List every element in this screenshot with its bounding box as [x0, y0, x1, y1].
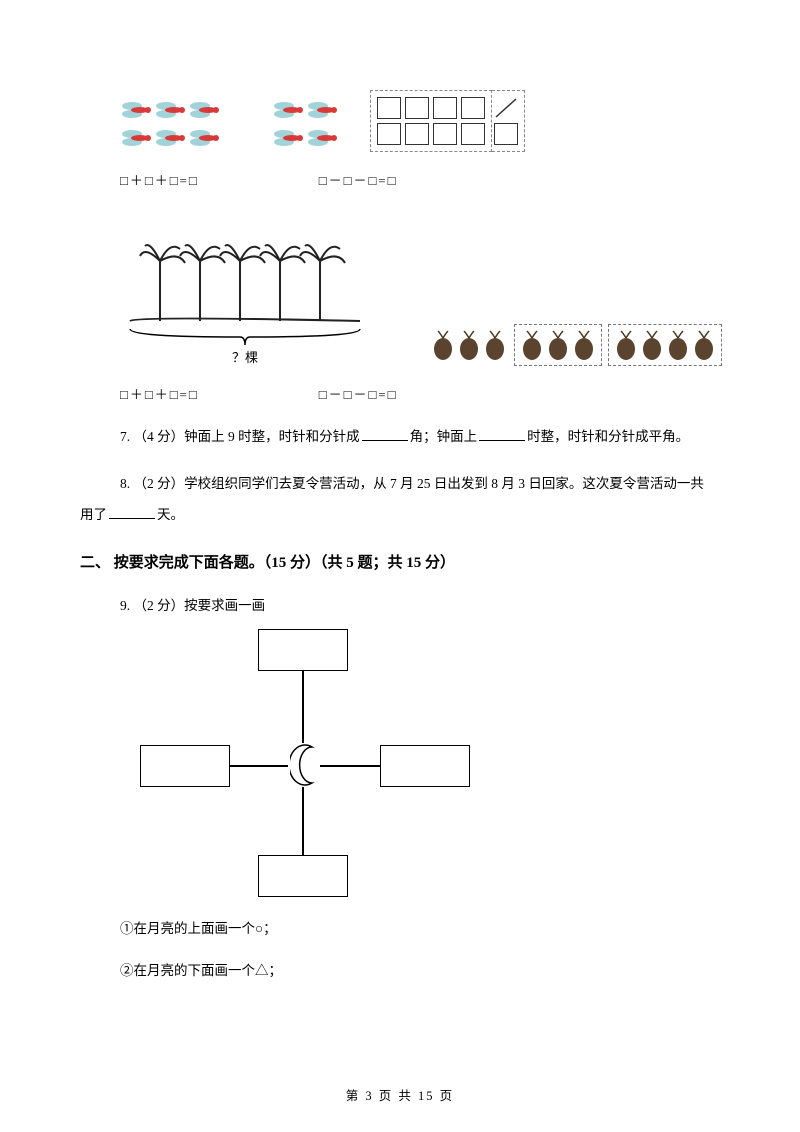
- pinecone-icon: [639, 329, 665, 361]
- boxes-figure: [370, 90, 525, 152]
- dragonfly-icon: [272, 126, 306, 152]
- dragonfly-icon: [154, 98, 188, 124]
- q7-text: 时整，时针和分针成平角。: [527, 429, 689, 444]
- trees-label: ？棵: [232, 347, 258, 366]
- diagram-box-right: [380, 745, 470, 787]
- diagram-box-left: [140, 745, 230, 787]
- dragonfly-icon: [120, 126, 154, 152]
- diagram-box-bottom: [258, 855, 348, 897]
- dragonfly-figure-row: [120, 90, 720, 152]
- eq-text: □＋□＋□=□: [120, 384, 199, 403]
- moon-diagram: [140, 629, 480, 899]
- pinecone-icon: [519, 329, 545, 361]
- dragonfly-group-1: [120, 98, 222, 152]
- pinecone-icon: [456, 329, 482, 361]
- pinecone-icon: [571, 329, 597, 361]
- dragonfly-group-2: [272, 98, 340, 152]
- section-2-heading: 二、 按要求完成下面各题。（15 分）（共 5 题；共 15 分）: [80, 551, 720, 572]
- bracket-icon: [125, 327, 365, 349]
- sub-item-1: ①在月亮的上面画一个○；: [120, 917, 720, 937]
- trees-figure: ？棵: [120, 221, 370, 366]
- blank-input[interactable]: [479, 427, 525, 441]
- pinecone-icon: [545, 329, 571, 361]
- dragonfly-icon: [272, 98, 306, 124]
- eq-text: □＋□＋□=□: [120, 170, 199, 189]
- pinecone-icon: [665, 329, 691, 361]
- dragonfly-icon: [306, 126, 340, 152]
- dragonfly-icon: [154, 126, 188, 152]
- blank-input[interactable]: [109, 505, 155, 519]
- q7-text: 7. （4 分）钟面上 9 时整，时针和分针成: [120, 429, 360, 444]
- question-8-cont: 用了 天。: [80, 503, 720, 523]
- sub-item-2: ②在月亮的下面画一个△；: [120, 959, 720, 979]
- q7-text: 角；钟面上: [410, 429, 478, 444]
- q8-text: 天。: [157, 507, 184, 522]
- pinecone-icon: [613, 329, 639, 361]
- moon-icon: [290, 743, 324, 787]
- equation-row-2: □＋□＋□=□ □－□－□=□: [120, 384, 720, 403]
- pinecone-icon: [430, 329, 456, 361]
- q8-text: 8. （2 分）学校组织同学们去夏令营活动，从 7 月 25 日出发到 8 月 …: [120, 476, 704, 491]
- diagram-box-top: [258, 629, 348, 671]
- equation-row-1: □＋□＋□=□ □－□－□=□: [120, 170, 720, 189]
- q8-text: 用了: [80, 507, 107, 522]
- blank-input[interactable]: [362, 427, 408, 441]
- dragonfly-icon: [188, 98, 222, 124]
- question-7: 7. （4 分）钟面上 9 时整，时针和分针成 角；钟面上 时整，时针和分针成平角。: [120, 423, 720, 450]
- cones-figure: [430, 324, 722, 366]
- eq-text: □－□－□=□: [319, 170, 398, 189]
- pinecone-icon: [482, 329, 508, 361]
- dragonfly-icon: [188, 126, 222, 152]
- question-8: 8. （2 分）学校组织同学们去夏令营活动，从 7 月 25 日出发到 8 月 …: [120, 470, 720, 497]
- palm-trees-icon: [120, 221, 370, 331]
- question-9: 9. （2 分）按要求画一画: [120, 592, 720, 619]
- pinecone-icon: [691, 329, 717, 361]
- dragonfly-icon: [306, 98, 340, 124]
- eq-text: □－□－□=□: [319, 384, 398, 403]
- page-footer: 第 3 页 共 15 页: [0, 1085, 800, 1104]
- dragonfly-icon: [120, 98, 154, 124]
